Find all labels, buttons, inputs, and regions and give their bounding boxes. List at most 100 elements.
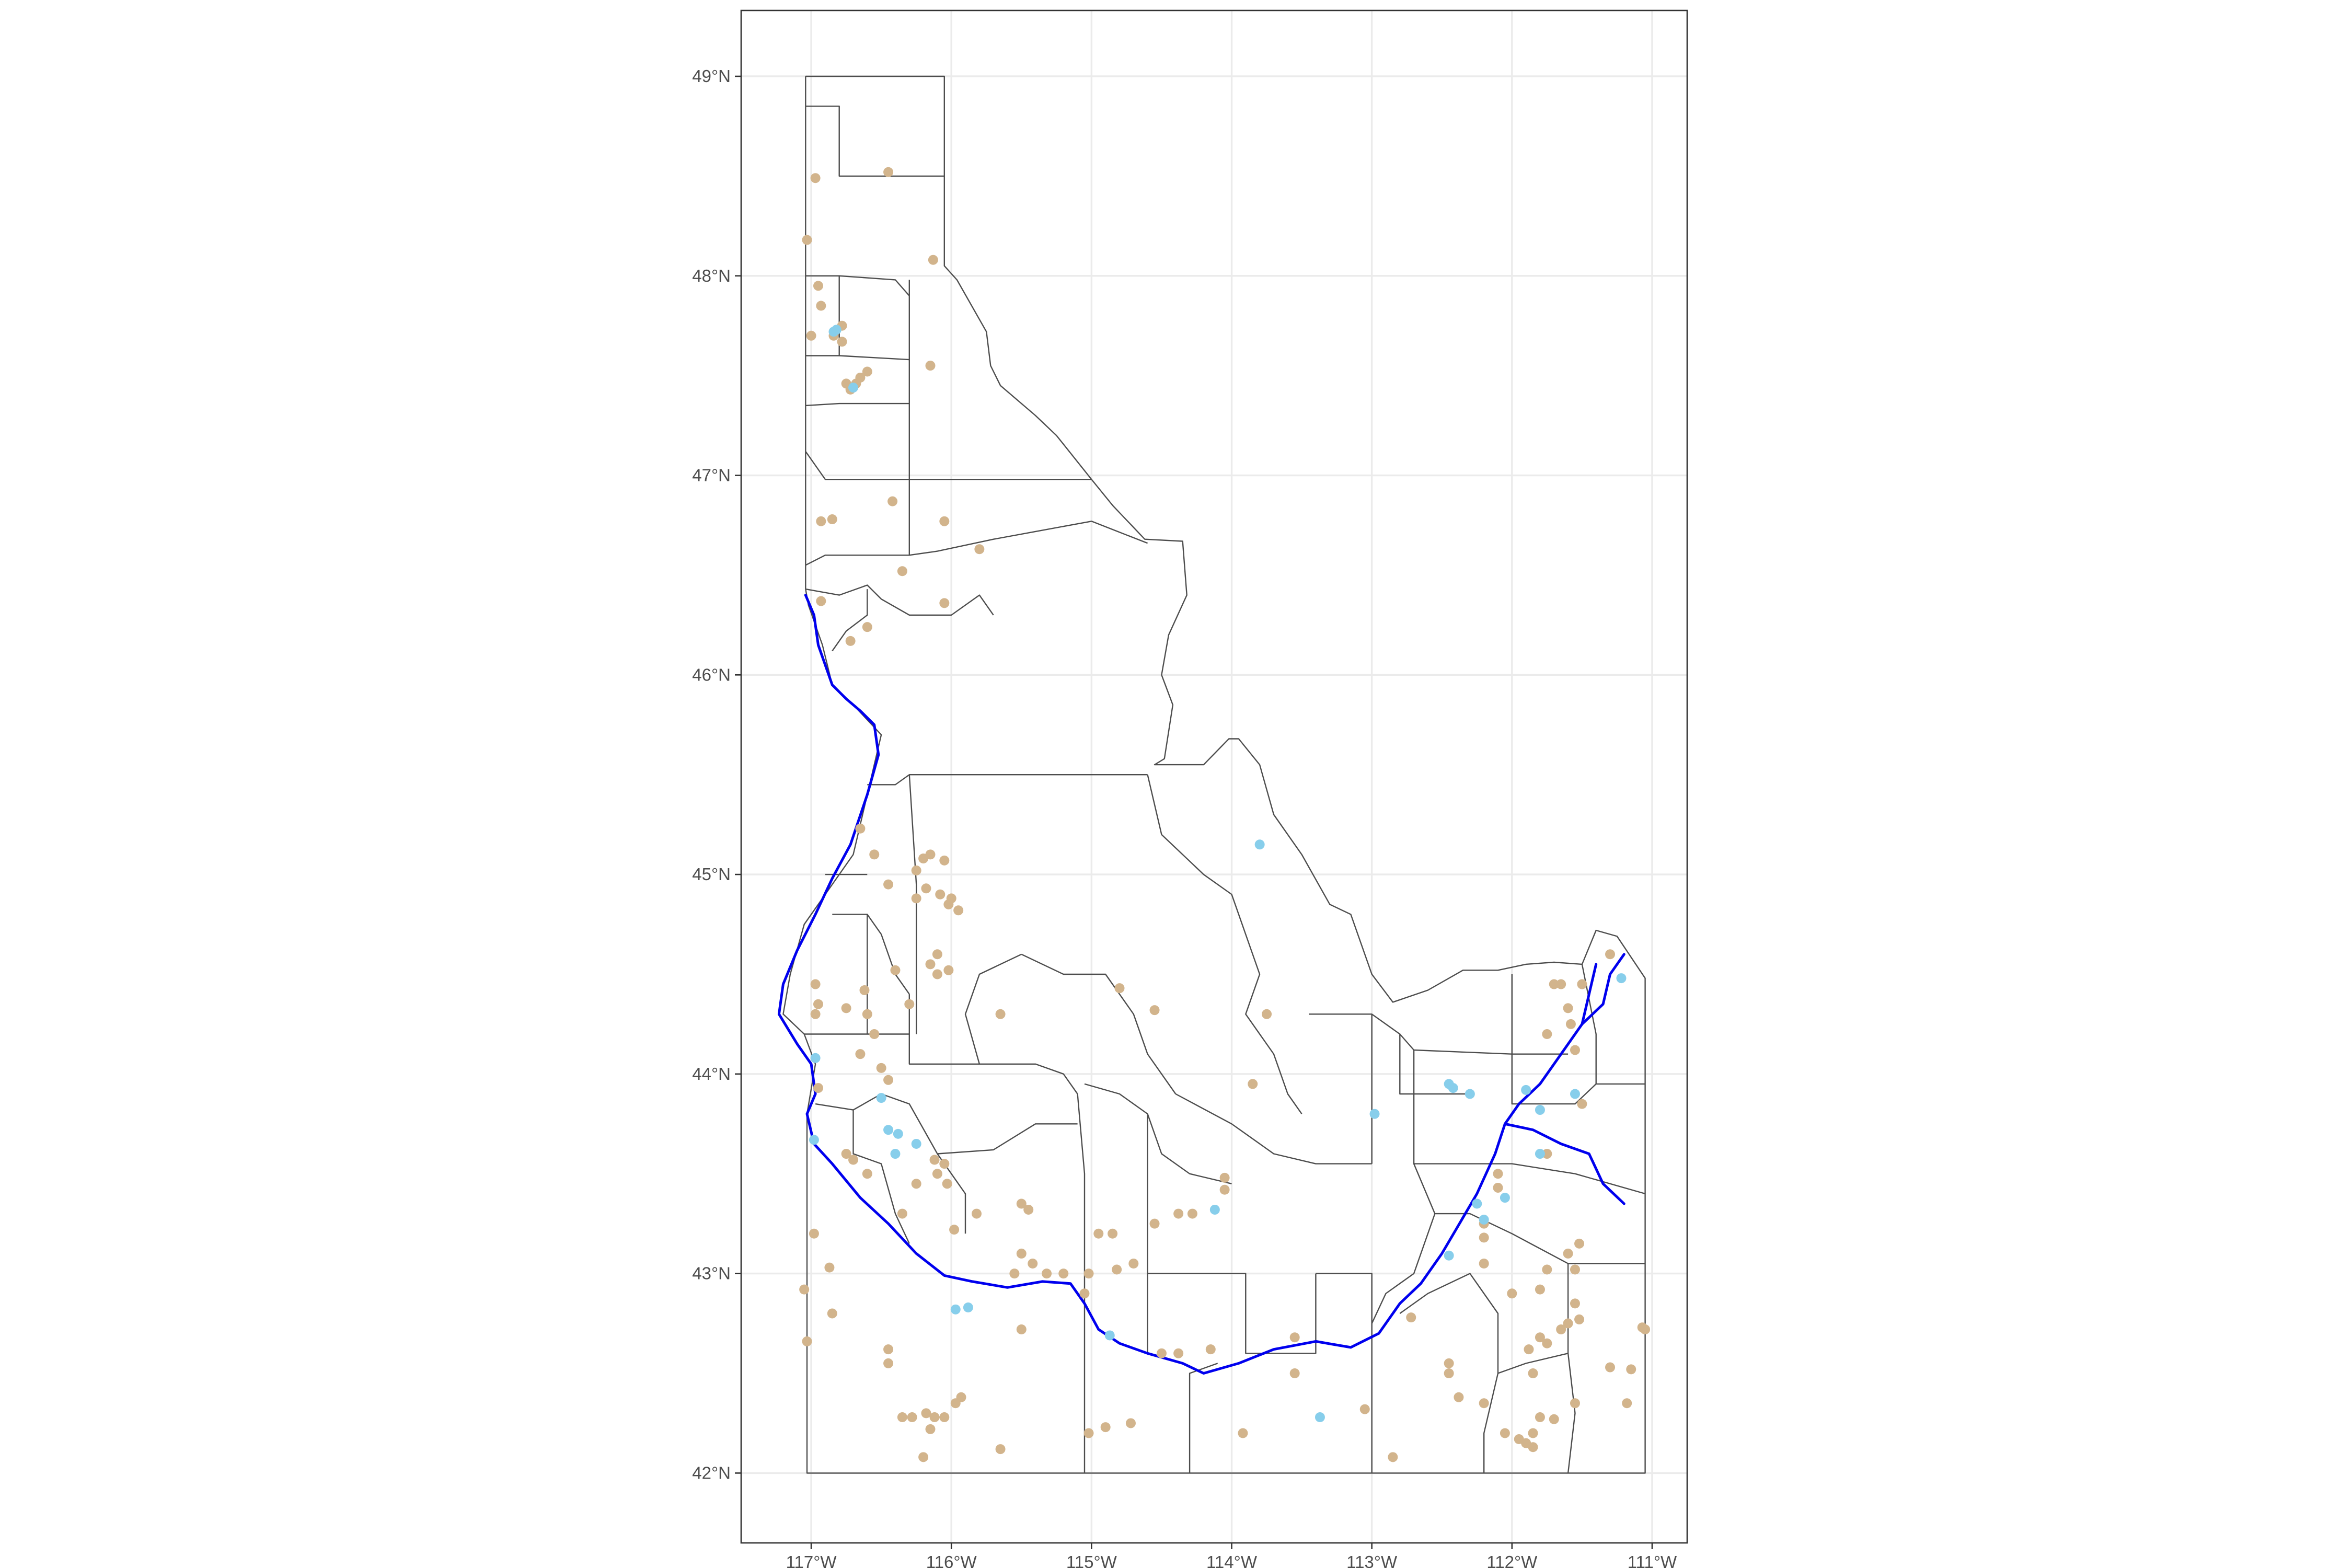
county-line	[937, 1123, 1078, 1155]
tan-site-point	[1173, 1348, 1184, 1358]
tan-site-point	[810, 979, 821, 989]
tan-site-point	[928, 255, 938, 265]
tan-site-point	[862, 1009, 872, 1019]
blue-site-point	[1448, 1083, 1458, 1093]
tan-site-point	[932, 949, 942, 960]
tan-site-point	[876, 1063, 886, 1073]
tan-site-point	[995, 1444, 1006, 1455]
tan-site-point	[1493, 1169, 1503, 1179]
county-line	[1147, 774, 1302, 1114]
tan-site-point	[883, 1358, 894, 1368]
tan-site-point	[1406, 1312, 1416, 1323]
county-line	[1413, 1163, 1645, 1264]
tan-site-point	[855, 1049, 866, 1059]
tan-site-point	[1016, 1248, 1027, 1259]
tan-site-point	[1493, 1182, 1503, 1193]
tan-site-point	[810, 173, 821, 183]
tan-site-point	[1388, 1452, 1398, 1462]
river-line	[1503, 1122, 1625, 1205]
county-line	[805, 451, 909, 480]
tan-site-point	[890, 965, 901, 975]
tan-site-point	[897, 566, 907, 577]
tan-site-point	[1444, 1368, 1454, 1378]
blue-site-point	[1465, 1089, 1475, 1099]
tan-site-point	[1500, 1428, 1510, 1438]
tan-site-point	[907, 1412, 917, 1422]
tan-site-point	[925, 361, 936, 371]
tan-site-point	[939, 1159, 950, 1169]
tan-site-point	[911, 893, 921, 904]
blue-site-point	[1472, 1198, 1482, 1209]
county-line	[805, 402, 909, 407]
tan-site-point	[1535, 1332, 1545, 1343]
blue-site-point	[1104, 1330, 1115, 1341]
tan-site-point	[925, 959, 936, 970]
tan-site-point	[1626, 1364, 1636, 1375]
tan-site-point	[1156, 1348, 1167, 1358]
tan-site-point	[883, 167, 894, 177]
tan-site-point	[1570, 1298, 1580, 1309]
tan-site-point	[1444, 1358, 1454, 1368]
tan-site-point	[883, 879, 894, 890]
site-points	[799, 167, 1651, 1462]
tan-site-point	[904, 999, 915, 1009]
tan-site-point	[929, 1155, 940, 1165]
tan-site-point	[1238, 1428, 1248, 1438]
tan-site-point	[1187, 1208, 1197, 1219]
tan-site-point	[918, 1452, 929, 1462]
tan-site-point	[1083, 1269, 1094, 1279]
tan-site-point	[827, 1308, 837, 1319]
tan-site-point	[1219, 1184, 1230, 1195]
tan-site-point	[809, 1228, 819, 1239]
tan-site-point	[1556, 1324, 1566, 1335]
county-line	[1147, 1114, 1317, 1354]
tan-site-point	[1114, 983, 1125, 994]
tan-site-point	[935, 889, 946, 900]
tan-site-point	[1454, 1392, 1464, 1402]
tan-site-point	[929, 1412, 940, 1422]
county-line	[852, 1110, 910, 1244]
tan-site-point	[824, 1262, 835, 1273]
tan-site-point	[862, 1169, 872, 1179]
blue-site-point	[1479, 1215, 1489, 1225]
tan-site-point	[897, 1412, 907, 1422]
tan-site-point	[1563, 1318, 1573, 1329]
blue-site-point	[828, 327, 839, 337]
blue-site-point	[950, 1304, 961, 1315]
tan-site-point	[1359, 1404, 1370, 1414]
x-tick-label: 115°W	[1066, 1552, 1117, 1568]
tan-site-point	[837, 337, 847, 347]
county-line	[1084, 1083, 1232, 1184]
river-line	[777, 594, 1598, 1375]
tan-site-point	[1289, 1368, 1300, 1378]
blue-site-point	[883, 1125, 894, 1135]
tan-site-point	[1009, 1269, 1020, 1279]
tan-site-point	[869, 1029, 880, 1039]
blue-site-point	[1570, 1089, 1580, 1099]
tan-site-point	[1574, 1314, 1585, 1324]
tan-site-point	[921, 883, 931, 894]
tan-site-point	[1574, 1238, 1585, 1249]
tan-site-point	[943, 965, 954, 975]
tan-site-point	[949, 1225, 960, 1235]
tan-site-point	[1528, 1368, 1538, 1378]
tan-site-point	[939, 1412, 950, 1422]
x-tick-label: 116°W	[926, 1552, 977, 1568]
tan-site-point	[1622, 1398, 1632, 1409]
blue-site-point	[1535, 1105, 1545, 1115]
tan-site-point	[925, 849, 936, 860]
tan-site-point	[953, 905, 964, 916]
county-line	[908, 775, 917, 1034]
county-line	[964, 953, 1022, 1065]
x-tick-label: 114°W	[1206, 1552, 1258, 1568]
county-line	[1021, 953, 1177, 1094]
county-line	[1581, 964, 1597, 1084]
tan-site-point	[810, 1009, 821, 1019]
tan-site-point	[1570, 1045, 1580, 1055]
x-tick-label: 112°W	[1486, 1552, 1538, 1568]
county-line	[832, 914, 910, 995]
tan-site-point	[802, 235, 812, 245]
tan-site-point	[911, 1179, 921, 1189]
